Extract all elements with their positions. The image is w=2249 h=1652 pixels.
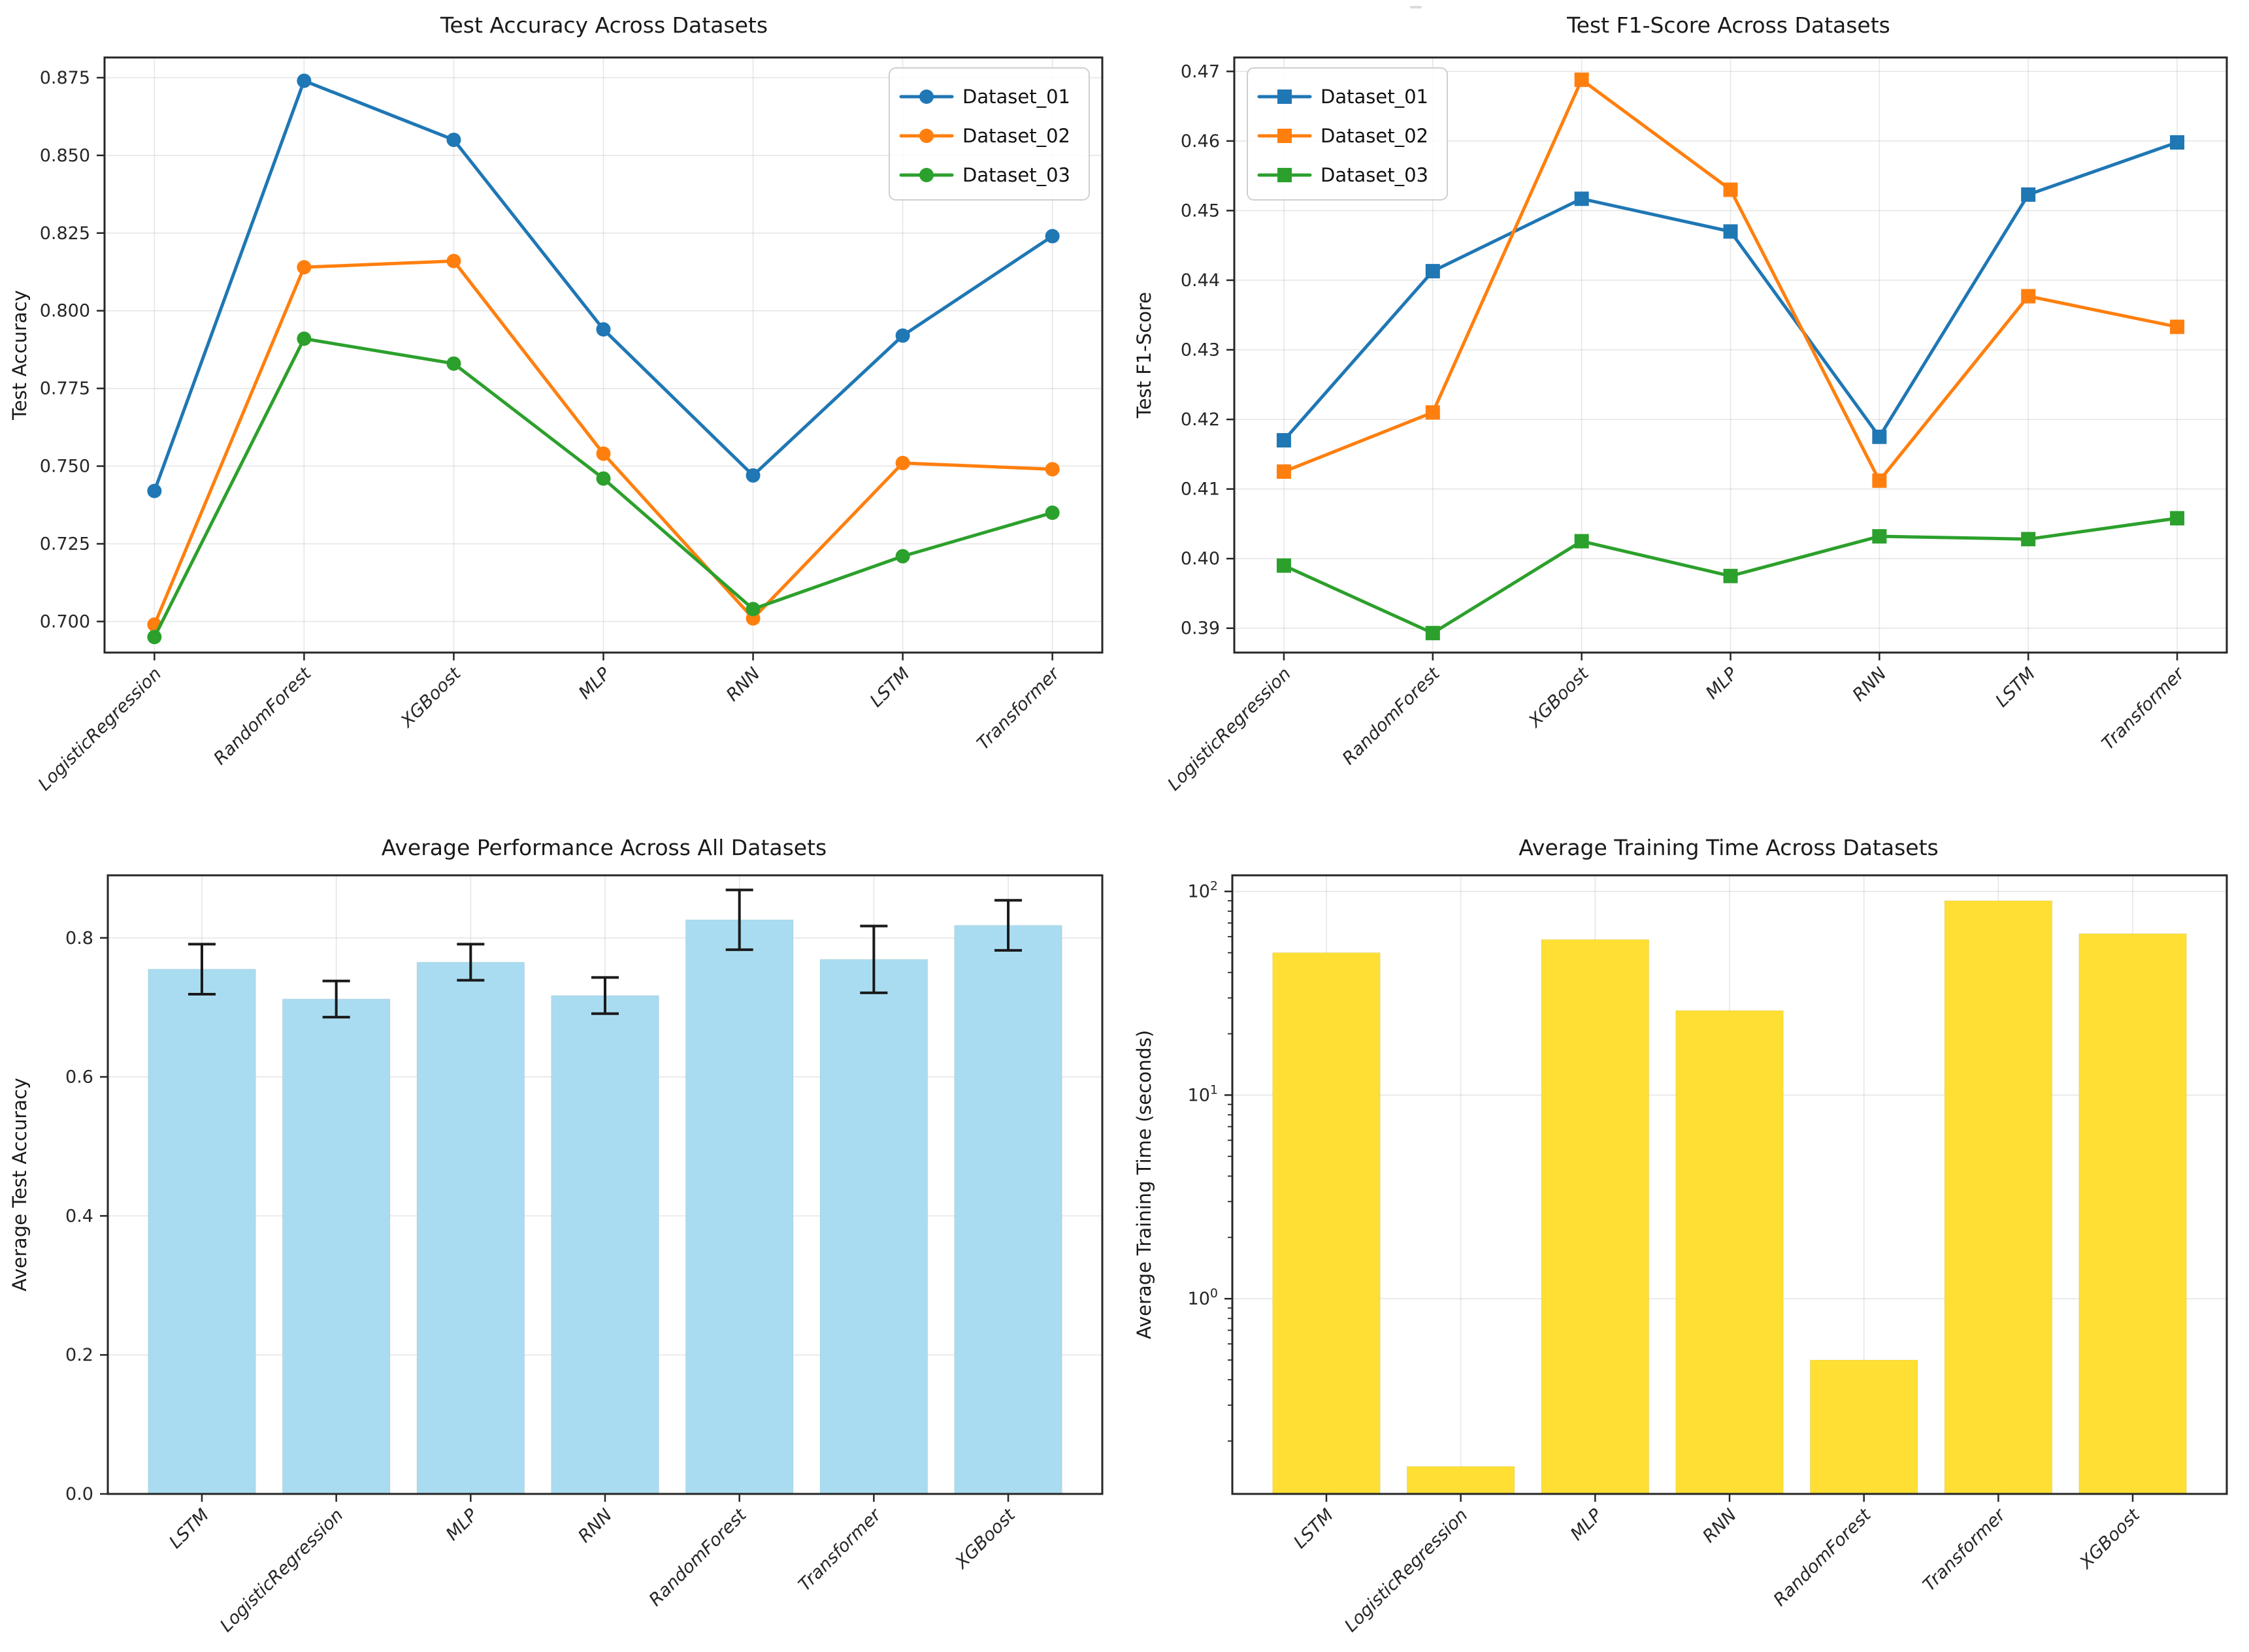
svg-text:LSTM: LSTM	[165, 1505, 213, 1553]
svg-text:0.46: 0.46	[1181, 131, 1220, 152]
svg-text:Transformer: Transformer	[795, 1504, 885, 1595]
svg-text:0.40: 0.40	[1181, 549, 1220, 569]
svg-text:0.43: 0.43	[1181, 340, 1220, 361]
svg-text:RandomForest: RandomForest	[646, 1504, 751, 1610]
svg-text:RandomForest: RandomForest	[1770, 1504, 1876, 1610]
svg-text:Dataset_03: Dataset_03	[962, 164, 1070, 186]
test-f1-line-chart-canvas: 0.39 0.40 0.41 0.42 0.43 0.44 0.45 0.46 0.47 Logi…	[1133, 56, 2228, 795]
svg-text:Transformer: Transformer	[973, 663, 1064, 754]
average-performance-bar-chart-canvas: 0.0 0.2 0.4 0.6 0.8 LSTM LogisticRegression MLP…	[8, 874, 1104, 1636]
svg-text:0.875: 0.875	[40, 68, 90, 88]
svg-text:RandomForest: RandomForest	[210, 663, 316, 769]
svg-text:MLP: MLP	[442, 1505, 482, 1545]
svg-text:0.8: 0.8	[65, 928, 93, 948]
svg-text:RNN: RNN	[1699, 1505, 1741, 1547]
chart-average-performance: Average Performance Across All Datasets …	[0, 826, 1124, 1652]
svg-text:0.45: 0.45	[1181, 201, 1220, 221]
svg-text:Average Training Time (seconds: Average Training Time (seconds)	[1133, 1030, 1155, 1339]
svg-text:Dataset_02: Dataset_02	[962, 125, 1070, 147]
svg-text:RNN: RNN	[723, 664, 764, 705]
svg-text:0.6: 0.6	[65, 1067, 93, 1088]
svg-text:LogisticRegression: LogisticRegression	[216, 1505, 348, 1636]
svg-text:Dataset_01: Dataset_01	[1321, 86, 1428, 108]
svg-text:0.800: 0.800	[40, 301, 90, 321]
svg-text:LogisticRegression: LogisticRegression	[1164, 664, 1295, 795]
svg-text:RNN: RNN	[1849, 664, 1891, 705]
chart-average-training-time: Average Training Time Across Datasets 10…	[1124, 826, 2249, 1652]
svg-text:0.725: 0.725	[40, 534, 90, 554]
svg-text:0.850: 0.850	[40, 146, 90, 166]
svg-text:0.39: 0.39	[1181, 619, 1220, 639]
svg-text:XGBoost: XGBoost	[951, 1504, 1020, 1574]
svg-text:XGBoost: XGBoost	[1524, 663, 1593, 732]
svg-text:LSTM: LSTM	[1290, 1505, 1338, 1553]
svg-text:102: 102	[1188, 879, 1218, 902]
svg-text:RNN: RNN	[574, 1505, 616, 1547]
svg-text:XGBoost: XGBoost	[396, 663, 465, 732]
svg-text:LogisticRegression: LogisticRegression	[1341, 1505, 1472, 1636]
svg-text:0.0: 0.0	[65, 1484, 93, 1504]
svg-text:0.775: 0.775	[40, 379, 90, 399]
svg-text:0.825: 0.825	[40, 223, 90, 244]
svg-text:Dataset_01: Dataset_01	[962, 86, 1070, 108]
svg-text:XGBoost: XGBoost	[2075, 1504, 2144, 1574]
svg-text:MLP: MLP	[1702, 664, 1742, 704]
svg-text:MLP: MLP	[1567, 1505, 1607, 1545]
svg-text:Test Accuracy: Test Accuracy	[8, 290, 31, 421]
svg-text:Test F1-Score: Test F1-Score	[1133, 292, 1155, 419]
svg-text:0.4: 0.4	[65, 1206, 93, 1226]
svg-text:0.750: 0.750	[40, 457, 90, 477]
svg-text:100: 100	[1188, 1286, 1218, 1309]
svg-text:Transformer: Transformer	[2098, 663, 2189, 754]
test-accuracy-line-chart-canvas: 0.700 0.725 0.750 0.775 0.800 0.825 0.850 0.875…	[8, 56, 1104, 795]
stray-artifact-mark	[1410, 6, 1422, 8]
svg-text:Transformer: Transformer	[1919, 1504, 2010, 1595]
chart-test-f1-score: Test F1-Score Across Datasets 0.39 0.40 0.…	[1124, 0, 2249, 826]
svg-text:LSTM: LSTM	[866, 664, 914, 711]
svg-text:0.47: 0.47	[1181, 61, 1220, 82]
svg-text:LSTM: LSTM	[1992, 664, 2039, 711]
svg-text:LogisticRegression: LogisticRegression	[35, 664, 166, 795]
training-time-log-bar-chart-canvas: 100 101 102 LSTM LogisticRegression MLP RNN Ran…	[1133, 874, 2228, 1636]
svg-text:Dataset_03: Dataset_03	[1321, 164, 1428, 186]
svg-text:0.700: 0.700	[40, 611, 90, 632]
svg-text:Average Test Accuracy: Average Test Accuracy	[8, 1078, 31, 1291]
svg-text:Dataset_02: Dataset_02	[1321, 125, 1428, 147]
svg-text:101: 101	[1188, 1082, 1218, 1105]
svg-text:0.42: 0.42	[1181, 410, 1220, 430]
svg-text:MLP: MLP	[575, 664, 615, 704]
svg-text:0.2: 0.2	[65, 1345, 93, 1365]
svg-text:0.41: 0.41	[1181, 479, 1220, 500]
svg-text:RandomForest: RandomForest	[1339, 663, 1445, 769]
svg-text:0.44: 0.44	[1181, 270, 1220, 291]
chart-test-accuracy: Test Accuracy Across Datasets 0.700 0.725…	[0, 0, 1124, 826]
